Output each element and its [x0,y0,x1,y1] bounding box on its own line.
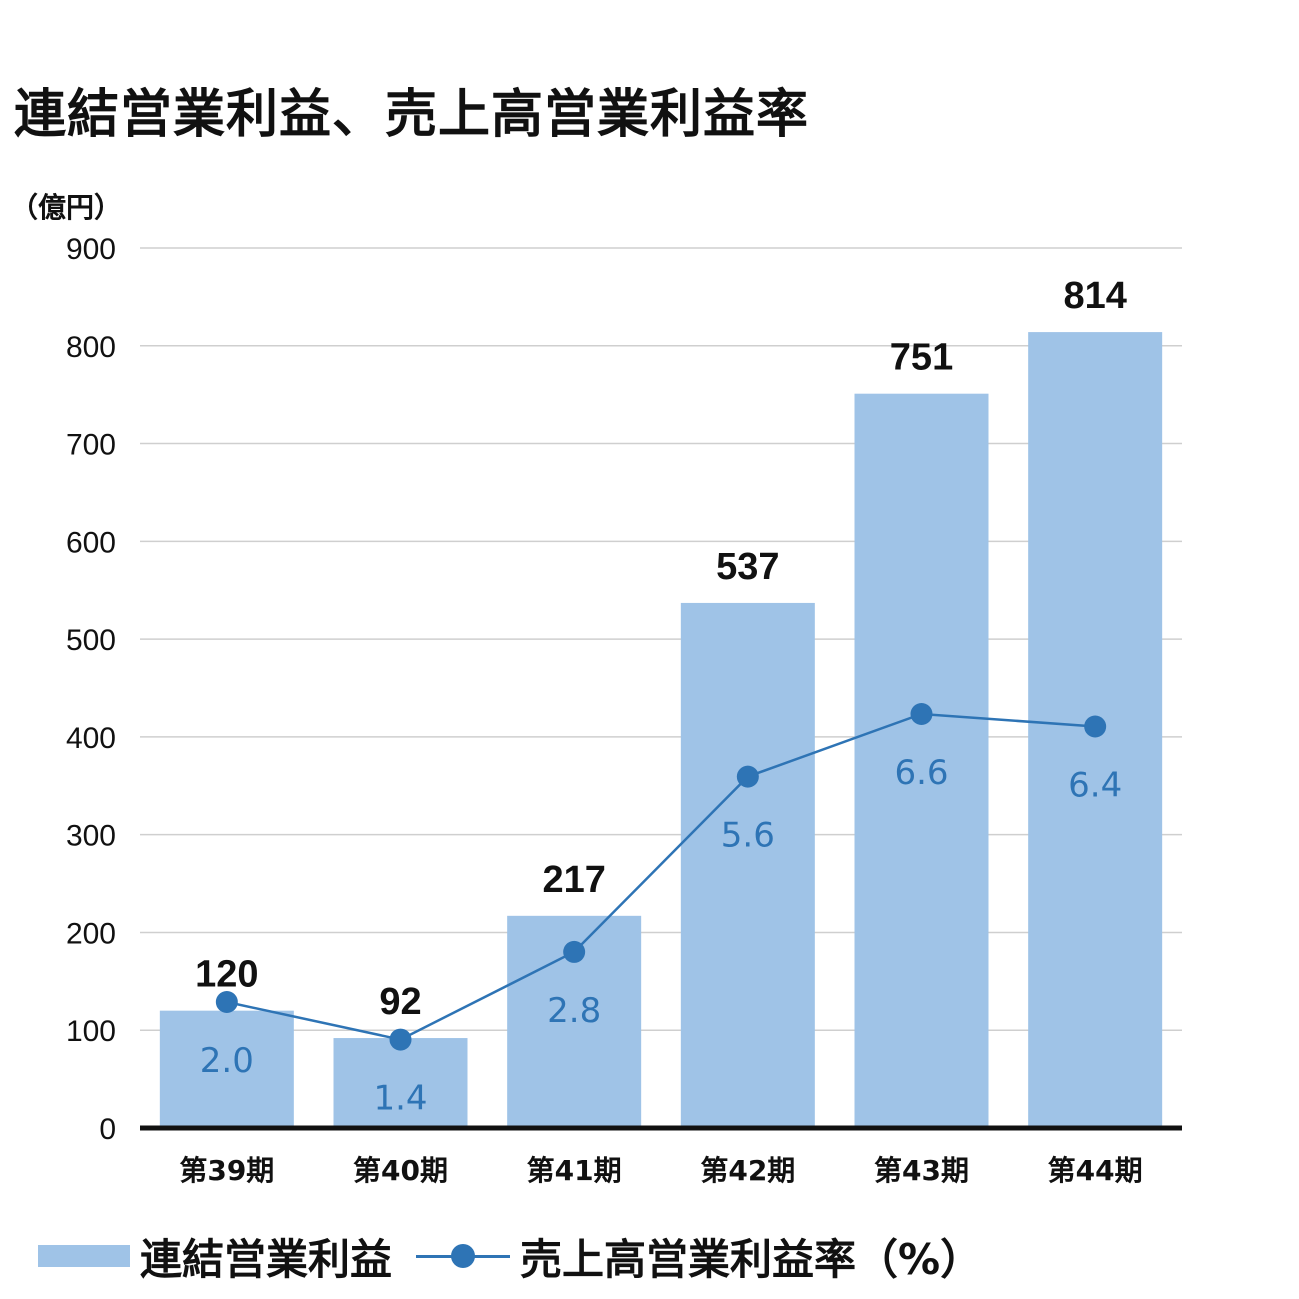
rate-value-label: 1.4 [373,1079,427,1119]
y-tick-label: 600 [66,526,116,559]
x-tick-label: 第43期 [874,1154,969,1187]
bar [333,1038,468,1128]
legend-line-label: 売上高営業利益率（%） [520,1234,983,1284]
y-tick-label: 300 [66,820,116,853]
bar [680,602,815,1128]
rate-point [389,1028,412,1051]
y-tick-label: 200 [66,917,116,950]
chart-plot: 0 100 200 300 400 500 600 700 800 900 120 92 217 537… [66,233,1182,1187]
rate-point [215,991,238,1013]
rate-line [226,712,1096,1041]
x-tick-label: 第40期 [353,1154,448,1187]
y-tick-label: 700 [66,429,116,462]
x-tick-label: 第42期 [700,1154,795,1187]
rate-point [736,765,759,788]
x-tick-label: 第44期 [1048,1154,1143,1187]
chart-legend: 連結営業利益 売上高営業利益率（%） [38,1226,982,1286]
rate-value-label: 6.4 [1068,766,1122,806]
bar-value-label: 751 [890,337,953,379]
bar-value-label: 814 [1063,275,1126,317]
legend-bar-label: 連結営業利益 [140,1234,393,1284]
bar [159,1010,294,1128]
rate-value-label: 2.0 [200,1041,254,1081]
legend-line-swatch [416,1236,511,1276]
bar-value-label: 537 [716,546,779,588]
y-tick-label: 800 [66,331,116,364]
y-tick-label: 0 [99,1113,116,1146]
legend-bar-swatch [38,1245,130,1267]
x-tick-label: 第41期 [527,1154,622,1187]
rate-value-label: 6.6 [894,753,948,793]
x-tick-label: 第39期 [179,1154,274,1187]
bar-value-label: 120 [195,954,258,996]
bar-value-label: 92 [379,981,421,1023]
y-tick-label: 100 [66,1015,116,1048]
chart-title: 連結営業利益、売上高営業利益率 [14,85,810,145]
y-axis-unit: （億円） [10,191,123,224]
y-tick-label: 500 [66,624,116,657]
rate-point [910,703,933,725]
rate-value-label: 5.6 [721,816,775,856]
bar-value-label: 217 [542,859,605,901]
rate-value-label: 2.8 [547,991,601,1031]
rate-point [563,940,586,963]
bar [854,393,989,1128]
rate-point [1084,715,1107,738]
y-tick-label: 900 [66,233,116,266]
y-tick-label: 400 [66,722,116,755]
